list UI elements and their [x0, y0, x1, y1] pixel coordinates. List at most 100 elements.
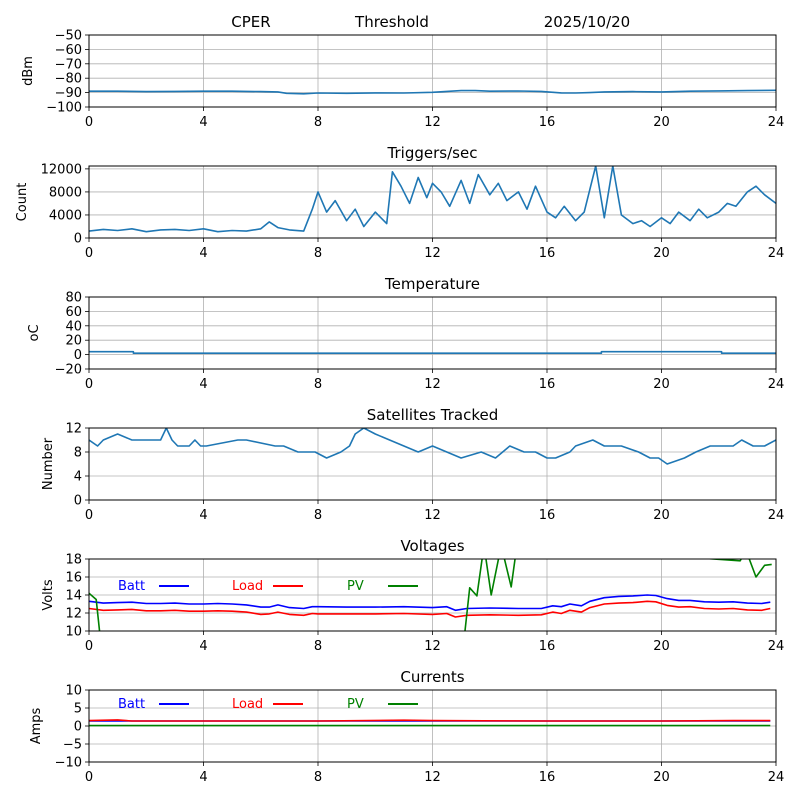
x-tick-label: 20 — [653, 115, 670, 130]
x-tick-label: 24 — [768, 377, 785, 392]
series-group — [89, 89, 776, 95]
legend-label-batt: Batt — [118, 579, 145, 594]
x-tick-label: 0 — [85, 246, 93, 261]
panel-title: Currents — [400, 668, 464, 686]
x-tick-label: 24 — [768, 639, 785, 654]
series-group — [89, 559, 772, 631]
y-tick-label: −100 — [46, 101, 82, 116]
y-tick-label: −80 — [55, 72, 82, 87]
x-tick-label: 16 — [539, 115, 556, 130]
x-tick-label: 12 — [424, 377, 441, 392]
y-tick-label: 8 — [74, 446, 82, 461]
x-tick-label: 16 — [539, 246, 556, 261]
x-tick-label: 12 — [424, 770, 441, 785]
date-title: 2025/10/20 — [544, 13, 630, 31]
x-tick-label: 8 — [314, 115, 322, 130]
y-tick-label: 14 — [65, 589, 82, 604]
series-group — [89, 350, 776, 354]
y-tick-label: 80 — [65, 291, 82, 306]
series-line-satellites — [89, 428, 776, 465]
y-tick-label: −50 — [55, 29, 82, 44]
y-tick-label: −70 — [55, 57, 82, 72]
y-tick-label: 4000 — [49, 208, 82, 223]
series-group — [89, 719, 771, 727]
x-tick-label: 0 — [85, 377, 93, 392]
panel-threshold: 0 4 8 12 16 20 24 −100−90−80−70−60−50 dBm — [21, 29, 784, 131]
x-tick-label: 0 — [85, 770, 93, 785]
x-tick-label: 20 — [653, 639, 670, 654]
y-tick-label: 40 — [65, 319, 82, 334]
panel-title: Triggers/sec — [387, 144, 478, 162]
y-tick-label: 16 — [65, 571, 82, 586]
x-tick-label: 0 — [85, 639, 93, 654]
y-tick-label: 8000 — [49, 185, 82, 200]
station-title: CPER — [231, 13, 270, 31]
x-tick-label: 4 — [199, 377, 207, 392]
x-tick-label: 4 — [199, 770, 207, 785]
y-tick-label: −60 — [55, 43, 82, 58]
y-tick-label: 5 — [74, 702, 82, 717]
y-tick-label: 12 — [65, 422, 82, 437]
series-line-temperature — [89, 350, 776, 354]
y-tick-label: 18 — [65, 553, 82, 568]
y-tick-label: 10 — [65, 625, 82, 640]
legend-label-batt: Batt — [118, 697, 145, 712]
x-tick-label: 16 — [539, 770, 556, 785]
x-tick-label: 0 — [85, 115, 93, 130]
x-tick-label: 8 — [314, 770, 322, 785]
y-tick-label: 12000 — [41, 162, 82, 177]
panel-satellites: 0 4 8 12 16 20 24 0 4 8 12 Satellites Tracked Number — [41, 406, 784, 523]
x-tick-label: 8 — [314, 246, 322, 261]
series-group — [89, 428, 776, 465]
series-line-load — [89, 719, 771, 722]
x-tick-label: 24 — [768, 508, 785, 523]
x-tick-label: 20 — [653, 377, 670, 392]
x-tick-label: 24 — [768, 246, 785, 261]
x-tick-label: 0 — [85, 508, 93, 523]
series-line-triggers — [89, 166, 776, 233]
legend-label-load: Load — [232, 579, 263, 594]
panel-title: Satellites Tracked — [367, 406, 498, 424]
panel-title: Voltages — [400, 537, 464, 555]
x-tick-label: 4 — [199, 508, 207, 523]
x-tick-label: 20 — [653, 508, 670, 523]
legend-label-load: Load — [232, 697, 263, 712]
y-axis-label: Number — [41, 437, 56, 490]
y-axis-label: Count — [15, 183, 30, 222]
x-tick-label: 12 — [424, 115, 441, 130]
x-tick-label: 24 — [768, 115, 785, 130]
series-line-load — [89, 600, 771, 618]
x-tick-label: 4 — [199, 246, 207, 261]
panel-currents: 0 4 8 12 16 20 24 −10 −5 0 5 10 Currents Amps Batt Load… — [29, 668, 784, 785]
y-tick-label: 10 — [65, 684, 82, 699]
legend: Batt Load PV — [118, 579, 418, 594]
x-tick-label: 8 — [314, 639, 322, 654]
x-tick-label: 8 — [314, 377, 322, 392]
panel-title: Temperature — [384, 275, 480, 293]
y-tick-label: 0 — [74, 720, 82, 735]
x-tick-label: 12 — [424, 508, 441, 523]
x-tick-label: 16 — [539, 377, 556, 392]
y-tick-label: 0 — [74, 232, 82, 247]
y-tick-label: 4 — [74, 470, 82, 485]
legend: Batt Load PV — [118, 697, 418, 712]
y-tick-label: 0 — [74, 494, 82, 509]
y-tick-label: −20 — [55, 363, 82, 378]
figure-header: CPER Threshold 2025/10/20 — [231, 13, 630, 31]
y-tick-label: 20 — [65, 334, 82, 349]
mode-title: Threshold — [354, 13, 429, 31]
y-axis-label: dBm — [21, 56, 36, 86]
panel-voltages: 0 4 8 12 16 20 24 10 12 14 16 18 Voltages Volts Batt Lo… — [41, 537, 784, 654]
x-tick-label: 16 — [539, 639, 556, 654]
legend-label-pv: PV — [347, 697, 364, 712]
y-axis-label: Amps — [29, 707, 44, 744]
x-tick-label: 12 — [424, 246, 441, 261]
x-tick-label: 12 — [424, 639, 441, 654]
x-tick-label: 20 — [653, 770, 670, 785]
y-axis-label: Volts — [41, 579, 56, 611]
y-tick-label: −5 — [63, 738, 82, 753]
x-tick-label: 4 — [199, 115, 207, 130]
series-line-batt — [89, 594, 771, 612]
